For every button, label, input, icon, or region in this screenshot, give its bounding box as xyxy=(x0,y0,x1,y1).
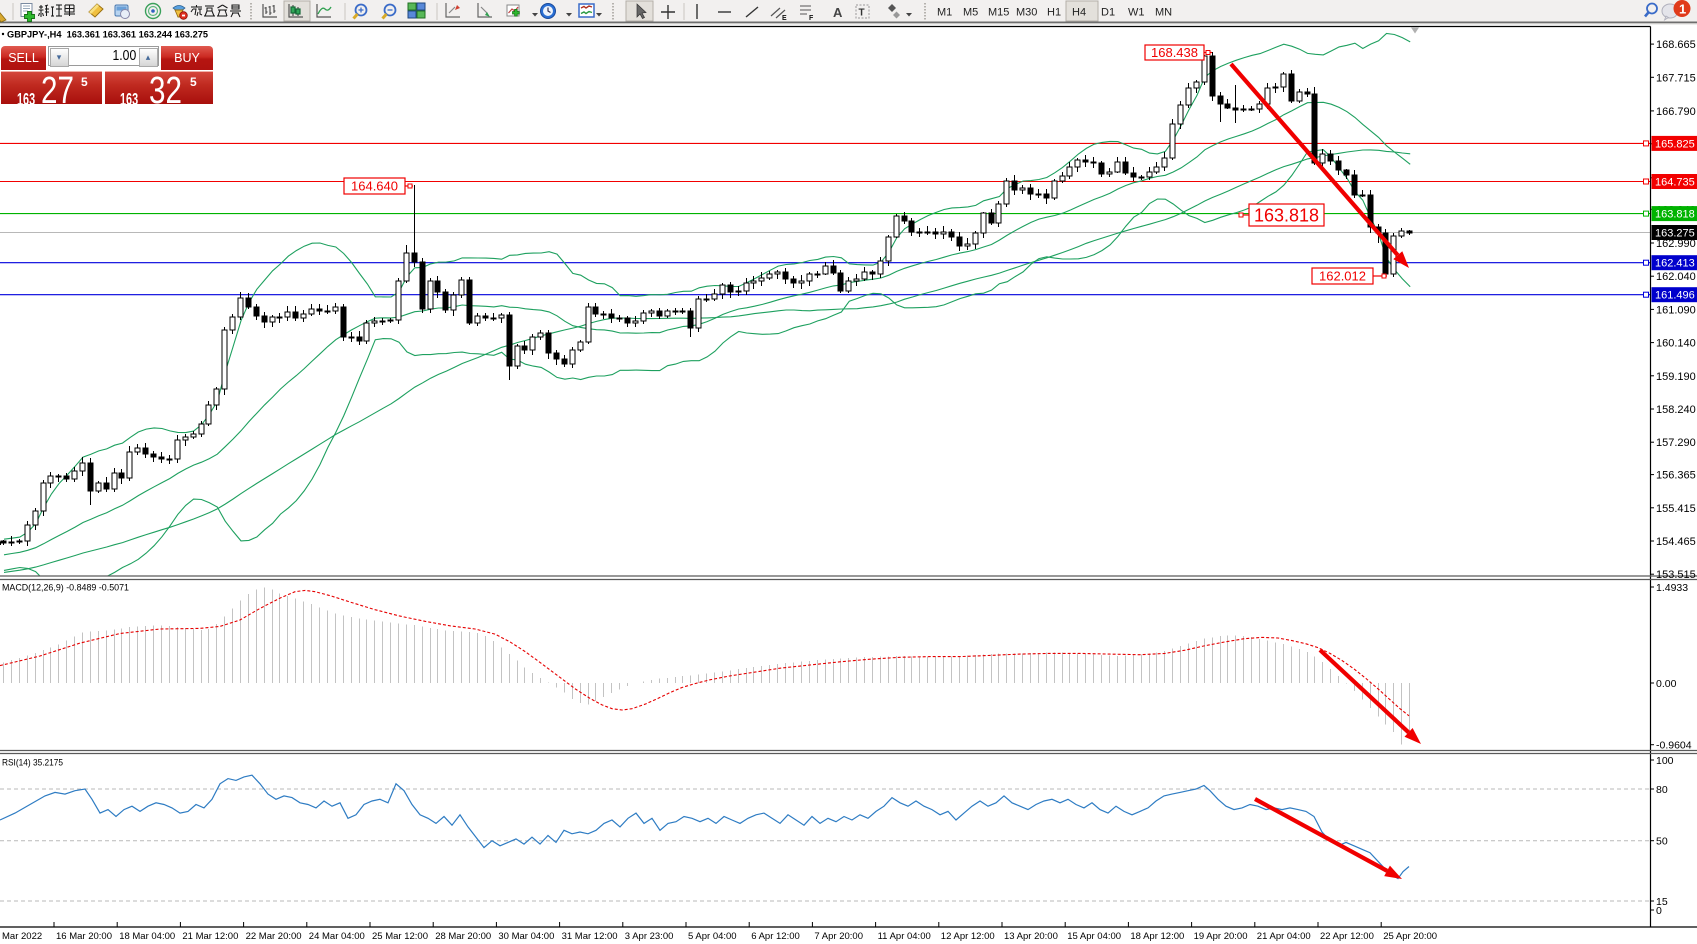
svg-text:157.290: 157.290 xyxy=(1656,437,1696,449)
svg-text:5 Apr 04:00: 5 Apr 04:00 xyxy=(688,931,737,942)
svg-text:M5: M5 xyxy=(963,7,978,19)
svg-text:H1: H1 xyxy=(1047,7,1061,19)
svg-text:25 Apr 20:00: 25 Apr 20:00 xyxy=(1383,931,1437,942)
svg-text:161.090: 161.090 xyxy=(1656,304,1696,316)
svg-text:M30: M30 xyxy=(1016,7,1037,19)
svg-text:12 Apr 12:00: 12 Apr 12:00 xyxy=(941,931,995,942)
svg-text:80: 80 xyxy=(1656,784,1668,796)
svg-text:165.825: 165.825 xyxy=(1655,138,1695,150)
svg-text:0: 0 xyxy=(1656,905,1662,917)
svg-text:162.413: 162.413 xyxy=(1655,258,1695,270)
svg-text:15 Apr 04:00: 15 Apr 04:00 xyxy=(1067,931,1121,942)
svg-text:H4: H4 xyxy=(1072,7,1086,19)
svg-text:25 Mar 12:00: 25 Mar 12:00 xyxy=(372,931,428,942)
svg-text:M1: M1 xyxy=(937,7,952,19)
svg-text:M15: M15 xyxy=(988,7,1009,19)
svg-text:18 Apr 12:00: 18 Apr 12:00 xyxy=(1130,931,1184,942)
svg-text:164.735: 164.735 xyxy=(1655,177,1695,189)
svg-text:153.515: 153.515 xyxy=(1656,569,1696,581)
svg-text:E: E xyxy=(782,15,787,22)
svg-text:A: A xyxy=(833,5,843,20)
svg-text:16 Mar 20:00: 16 Mar 20:00 xyxy=(56,931,112,942)
svg-text:160.140: 160.140 xyxy=(1656,338,1696,350)
svg-text:162.040: 162.040 xyxy=(1656,271,1696,283)
svg-text:22 Apr 12:00: 22 Apr 12:00 xyxy=(1320,931,1374,942)
svg-text:21 Apr 04:00: 21 Apr 04:00 xyxy=(1257,931,1311,942)
svg-text:167.715: 167.715 xyxy=(1656,72,1696,84)
svg-text:155.415: 155.415 xyxy=(1656,503,1696,515)
svg-text:154.465: 154.465 xyxy=(1656,536,1696,548)
svg-text:162.012: 162.012 xyxy=(1319,269,1366,284)
svg-text:GBPJPY-,H4 163.361 163.361 16: GBPJPY-,H4 163.361 163.361 163.244 163.2… xyxy=(7,30,209,41)
svg-text:MACD(12,26,9) -0.8489 -0.5071: MACD(12,26,9) -0.8489 -0.5071 xyxy=(2,583,129,594)
svg-text:MN: MN xyxy=(1155,7,1172,19)
svg-text:159.190: 159.190 xyxy=(1656,371,1696,383)
svg-text:11 Apr 04:00: 11 Apr 04:00 xyxy=(878,931,931,942)
svg-text:T: T xyxy=(859,8,865,19)
svg-text:-0.9604: -0.9604 xyxy=(1656,740,1692,752)
svg-text:166.790: 166.790 xyxy=(1656,106,1696,118)
svg-text:21 Mar 12:00: 21 Mar 12:00 xyxy=(182,931,238,942)
svg-text:7 Apr 20:00: 7 Apr 20:00 xyxy=(814,931,863,942)
svg-text:28 Mar 20:00: 28 Mar 20:00 xyxy=(435,931,491,942)
svg-text:6 Apr 12:00: 6 Apr 12:00 xyxy=(751,931,800,942)
svg-text:156.365: 156.365 xyxy=(1656,470,1696,482)
svg-text:30 Mar 04:00: 30 Mar 04:00 xyxy=(498,931,554,942)
svg-text:RSI(14) 35.2175: RSI(14) 35.2175 xyxy=(2,758,63,769)
svg-text:100: 100 xyxy=(1656,755,1674,767)
svg-text:1.4933: 1.4933 xyxy=(1656,582,1688,594)
svg-text:3 Apr 23:00: 3 Apr 23:00 xyxy=(625,931,674,942)
svg-text:163.818: 163.818 xyxy=(1254,206,1319,226)
svg-text:168.438: 168.438 xyxy=(1151,45,1198,60)
svg-text:163.275: 163.275 xyxy=(1655,228,1695,240)
svg-text:18 Mar 04:00: 18 Mar 04:00 xyxy=(119,931,175,942)
svg-text:163.818: 163.818 xyxy=(1655,209,1695,221)
svg-text:22 Mar 20:00: 22 Mar 20:00 xyxy=(246,931,302,942)
svg-text:158.240: 158.240 xyxy=(1656,404,1696,416)
svg-text:24 Mar 04:00: 24 Mar 04:00 xyxy=(309,931,365,942)
svg-text:19 Apr 20:00: 19 Apr 20:00 xyxy=(1194,931,1248,942)
svg-text:D1: D1 xyxy=(1101,7,1115,19)
svg-text:W1: W1 xyxy=(1128,7,1145,19)
svg-text:168.665: 168.665 xyxy=(1656,39,1696,51)
svg-text:162.990: 162.990 xyxy=(1656,238,1696,250)
svg-text:1: 1 xyxy=(1679,2,1686,17)
svg-text:13 Apr 20:00: 13 Apr 20:00 xyxy=(1004,931,1058,942)
svg-text:Mar 2022: Mar 2022 xyxy=(2,931,42,942)
svg-text:164.640: 164.640 xyxy=(351,179,398,194)
svg-text:0.00: 0.00 xyxy=(1656,678,1677,690)
svg-text:161.496: 161.496 xyxy=(1655,290,1695,302)
svg-text:50: 50 xyxy=(1656,836,1668,848)
svg-text:F: F xyxy=(809,15,814,22)
svg-text:15: 15 xyxy=(1656,896,1668,908)
svg-text:31 Mar 12:00: 31 Mar 12:00 xyxy=(562,931,618,942)
